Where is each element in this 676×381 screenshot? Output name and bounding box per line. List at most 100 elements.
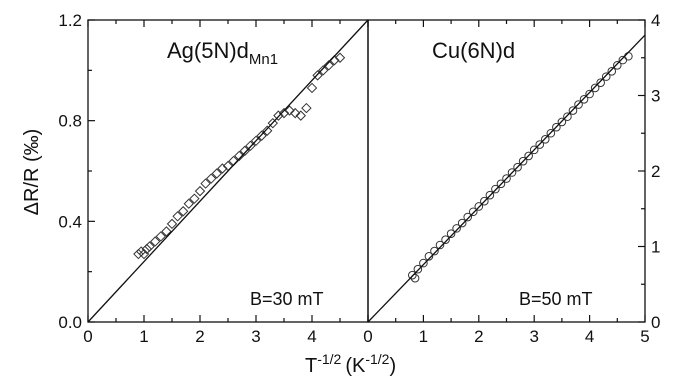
data-point <box>250 135 262 147</box>
data-point <box>529 145 539 155</box>
data-point <box>166 218 178 230</box>
data-point <box>502 174 511 183</box>
left-field-annotation: B=30 mT <box>250 289 324 309</box>
data-point <box>607 67 617 76</box>
x-label-unit-close: ) <box>389 355 396 377</box>
data-point <box>278 107 290 119</box>
data-point <box>155 231 167 242</box>
left-y-tick-label: 0.0 <box>58 313 82 332</box>
data-point <box>334 52 346 63</box>
left-x-tick-label: 2 <box>195 327 204 346</box>
data-point <box>149 236 161 247</box>
right-fit-line <box>367 34 646 323</box>
data-point <box>491 184 500 194</box>
data-point <box>424 252 434 261</box>
right-y-tick-label: 1 <box>651 238 660 257</box>
data-point <box>306 82 318 94</box>
data-point <box>441 235 450 245</box>
right-panel-title: Cu(6N)d <box>432 38 515 63</box>
right-y-tick-label: 0 <box>651 313 660 332</box>
data-point <box>463 212 473 222</box>
left-panel-title-main: Ag(5N)d <box>167 38 249 63</box>
data-point <box>513 162 522 172</box>
data-point <box>172 211 183 222</box>
left-x-tick-label: 0 <box>83 327 92 346</box>
data-point <box>435 240 445 250</box>
data-point <box>574 100 583 109</box>
data-point <box>452 224 461 233</box>
data-point <box>419 258 428 268</box>
data-point <box>413 264 423 274</box>
left-y-tick-label: 0.8 <box>58 112 82 131</box>
data-point <box>138 248 150 260</box>
data-point <box>524 151 533 161</box>
right-x-tick-label: 0 <box>363 327 372 346</box>
data-point <box>211 168 223 179</box>
x-label-exponent: -1/2 <box>317 351 341 367</box>
data-point <box>579 94 589 104</box>
data-point <box>485 190 495 200</box>
data-point <box>446 229 456 238</box>
data-point <box>200 178 211 189</box>
data-point <box>601 72 611 81</box>
data-point <box>317 65 329 76</box>
right-field-annotation: B=50 mT <box>519 289 593 309</box>
x-axis-label: T-1/2 (K-1/2) <box>305 351 396 377</box>
x-label-unit-open: (K <box>345 355 366 377</box>
data-point <box>312 70 323 81</box>
right-y-tick-label: 3 <box>651 87 660 106</box>
data-point <box>474 202 484 211</box>
data-point <box>194 185 206 197</box>
data-point <box>301 102 312 114</box>
left-x-tick-label: 1 <box>139 327 148 346</box>
data-point <box>323 60 335 71</box>
y-axis-label: ΔR/R (‰) <box>21 129 43 216</box>
data-point <box>205 173 217 184</box>
data-point <box>585 89 594 99</box>
data-point <box>295 110 307 121</box>
data-point <box>568 106 578 115</box>
data-point <box>256 130 267 141</box>
right-y-tick-label: 2 <box>651 162 660 181</box>
data-point <box>590 83 600 93</box>
right-x-tick-label: 3 <box>529 327 538 346</box>
data-point <box>183 198 195 209</box>
left-panel-title-subscript: Mn1 <box>249 51 278 68</box>
data-point <box>613 61 622 70</box>
data-point <box>507 168 517 177</box>
left-fit-line <box>87 19 369 323</box>
data-point <box>563 112 572 121</box>
data-point <box>624 51 633 61</box>
x-label-base: T <box>305 355 317 377</box>
data-point <box>408 270 417 280</box>
right-x-tick-label: 5 <box>640 327 649 346</box>
data-point <box>535 140 545 149</box>
data-point <box>261 125 273 136</box>
data-point <box>518 156 528 166</box>
data-point <box>144 241 155 252</box>
x-label-unit-exponent: -1/2 <box>365 351 389 367</box>
data-point <box>284 105 295 116</box>
left-y-tick-label: 1.2 <box>58 11 82 30</box>
data-point <box>468 207 478 217</box>
data-point <box>233 150 245 162</box>
data-point <box>189 193 200 204</box>
data-point <box>596 78 605 87</box>
data-point <box>546 128 556 138</box>
data-point <box>267 117 279 129</box>
right-x-tick-label: 2 <box>474 327 483 346</box>
data-point <box>480 196 489 206</box>
data-point <box>430 246 439 256</box>
data-point <box>289 107 301 119</box>
data-point <box>457 218 467 228</box>
left-x-tick-label: 4 <box>307 327 316 346</box>
data-point <box>552 122 561 132</box>
data-point <box>540 134 550 144</box>
data-point <box>410 273 420 283</box>
data-point <box>496 179 506 189</box>
left-y-tick-label: 0.4 <box>58 212 82 231</box>
right-y-tick-label: 4 <box>651 11 660 30</box>
right-x-tick-label: 1 <box>419 327 428 346</box>
data-point <box>141 243 153 255</box>
